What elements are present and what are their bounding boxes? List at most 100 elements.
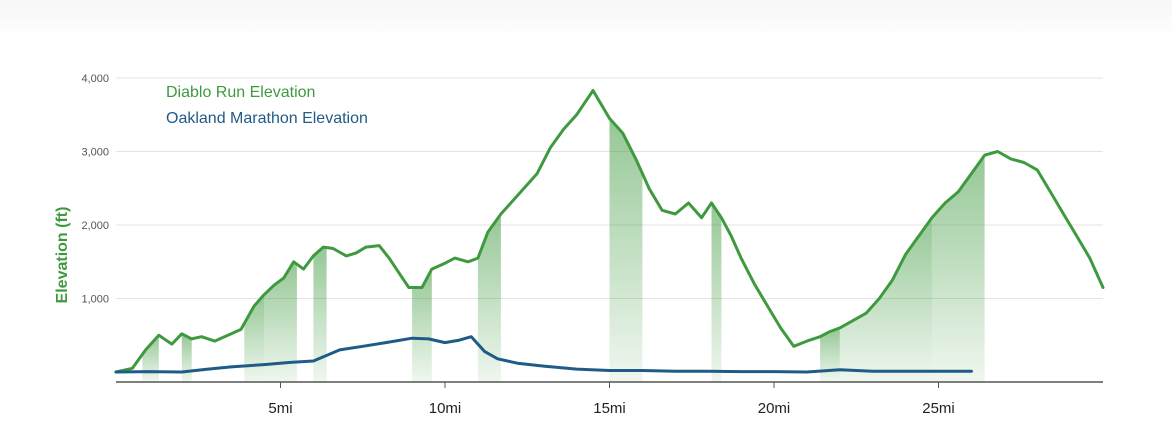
oakland-point bbox=[385, 341, 387, 344]
x-tick-label-5: 5mi bbox=[268, 400, 292, 417]
diablo-point bbox=[983, 154, 986, 156]
diablo-point bbox=[700, 216, 703, 219]
diablo-point bbox=[1010, 158, 1012, 160]
diablo-point bbox=[421, 286, 423, 289]
diablo-point bbox=[1089, 257, 1091, 259]
oakland-point bbox=[483, 350, 486, 353]
diablo-point bbox=[753, 283, 756, 285]
diablo-point bbox=[131, 367, 134, 370]
diablo-point bbox=[302, 268, 305, 270]
oakland-point bbox=[207, 368, 209, 370]
diablo-point bbox=[1049, 191, 1052, 193]
diablo-point bbox=[944, 202, 946, 204]
diablo-point bbox=[273, 284, 275, 287]
x-tick-label-10: 10mi bbox=[429, 400, 462, 417]
legend-label-diablo: Diablo Run Elevation bbox=[166, 84, 315, 101]
y-tick-label-4000: 4,000 bbox=[81, 73, 109, 85]
diablo-point bbox=[792, 345, 795, 348]
highlight-band-5 bbox=[412, 269, 432, 382]
highlight-band-9 bbox=[820, 327, 840, 382]
diablo-point bbox=[1075, 235, 1078, 237]
diablo-point bbox=[322, 246, 325, 248]
diablo-point bbox=[510, 202, 512, 204]
diablo-point bbox=[263, 294, 265, 296]
oakland-point bbox=[839, 369, 841, 371]
oakland-point bbox=[496, 358, 499, 360]
diablo-point bbox=[635, 158, 637, 160]
diablo-point bbox=[852, 319, 854, 322]
legend-label-oakland: Oakland Marathon Elevation bbox=[166, 110, 368, 127]
diablo-point bbox=[398, 272, 400, 274]
diablo-point bbox=[467, 261, 469, 263]
diablo-line bbox=[114, 89, 1105, 374]
y-tick-label-1000: 1,000 bbox=[81, 294, 109, 306]
oakland-point bbox=[937, 370, 940, 373]
diablo-point bbox=[687, 202, 690, 204]
highlight-band-6 bbox=[477, 214, 501, 382]
x-tick-label-25: 25mi bbox=[922, 400, 955, 417]
highlight-band-1 bbox=[181, 333, 192, 382]
diablo-point bbox=[839, 327, 841, 329]
oakland-point bbox=[263, 363, 265, 366]
diablo-point bbox=[829, 330, 831, 333]
highlight-band-7 bbox=[609, 118, 643, 383]
diablo-point bbox=[1036, 169, 1038, 171]
oakland-point bbox=[312, 360, 315, 362]
diablo-point bbox=[388, 257, 390, 259]
diablo-point bbox=[171, 343, 173, 345]
diablo-point bbox=[408, 286, 410, 289]
diablo-point bbox=[720, 216, 723, 219]
oakland-point bbox=[148, 370, 150, 373]
oakland-point bbox=[575, 368, 578, 370]
x-tick-label-20: 20mi bbox=[758, 400, 791, 417]
oakland-point bbox=[740, 370, 742, 373]
oakland-point bbox=[641, 369, 644, 372]
oakland-point bbox=[444, 341, 446, 344]
highlight-band-8 bbox=[711, 203, 722, 382]
diablo-point bbox=[878, 297, 881, 300]
diablo-point bbox=[710, 202, 713, 204]
diablo-point bbox=[500, 213, 502, 215]
diablo-point bbox=[200, 335, 203, 338]
oakland-point bbox=[871, 370, 874, 373]
y-tick-label-3000: 3,000 bbox=[81, 147, 109, 159]
highlight-band-3 bbox=[264, 261, 297, 382]
diablo-point bbox=[213, 340, 216, 342]
oakland-point bbox=[115, 371, 117, 373]
diablo-point bbox=[592, 89, 594, 92]
diablo-point bbox=[355, 252, 358, 254]
oakland-point bbox=[707, 370, 709, 373]
diablo-point bbox=[766, 305, 769, 307]
diablo-point bbox=[1023, 161, 1025, 164]
oakland-point bbox=[230, 366, 232, 368]
diablo-point bbox=[283, 277, 285, 279]
diablo-point bbox=[957, 191, 959, 193]
diablo-point bbox=[819, 335, 821, 338]
diablo-point bbox=[865, 312, 867, 315]
diablo-point bbox=[891, 279, 894, 281]
y-tick-label-2000: 2,000 bbox=[81, 220, 109, 232]
oakland-point bbox=[904, 370, 907, 373]
diablo-point bbox=[904, 253, 907, 256]
oakland-point bbox=[457, 339, 460, 342]
oakland-point bbox=[362, 345, 364, 348]
highlight-band-10 bbox=[839, 217, 932, 382]
diablo-point bbox=[181, 333, 183, 335]
diablo-point bbox=[621, 132, 624, 134]
diablo-point bbox=[549, 147, 552, 149]
diablo-point bbox=[312, 255, 315, 257]
diablo-point bbox=[562, 128, 565, 131]
y-axis-label: Elevation (ft) bbox=[54, 207, 71, 304]
ticks-layer: 1,000 2,000 3,000 4,000 5mi 10mi 15mi 20mi 25mi bbox=[81, 73, 954, 417]
diablo-point bbox=[477, 257, 479, 259]
diablo-point bbox=[158, 334, 160, 337]
diablo-point bbox=[661, 209, 663, 212]
diablo-point bbox=[144, 349, 147, 351]
oakland-point bbox=[773, 370, 775, 373]
oakland-point bbox=[427, 338, 430, 340]
diablo-point bbox=[740, 257, 742, 259]
diablo-point bbox=[365, 246, 367, 248]
diablo-point bbox=[487, 231, 489, 234]
